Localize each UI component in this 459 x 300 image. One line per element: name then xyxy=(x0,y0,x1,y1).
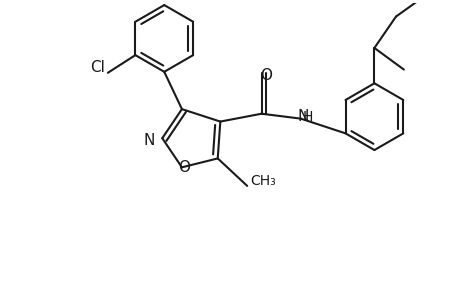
Text: N: N xyxy=(297,109,308,124)
Text: N: N xyxy=(143,133,154,148)
Text: O: O xyxy=(178,160,190,175)
Text: O: O xyxy=(260,68,272,82)
Text: CH₃: CH₃ xyxy=(250,174,275,188)
Text: H: H xyxy=(302,110,313,124)
Text: Cl: Cl xyxy=(90,60,105,75)
